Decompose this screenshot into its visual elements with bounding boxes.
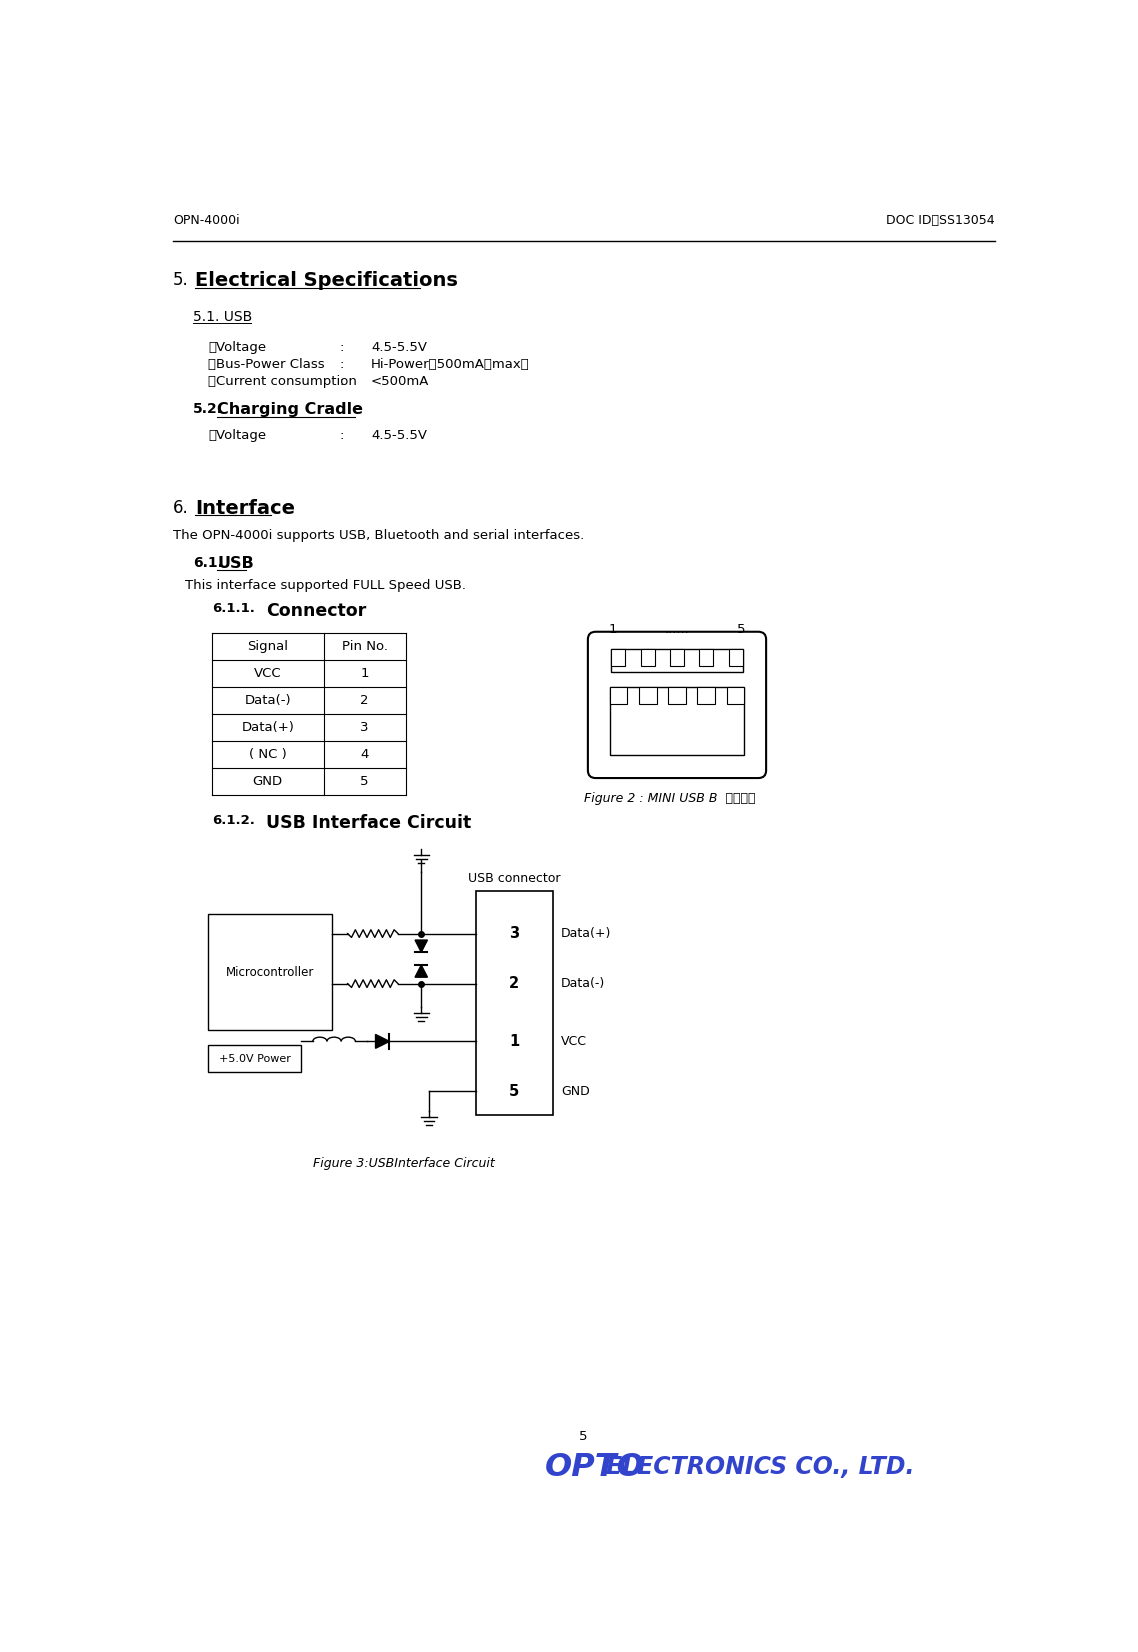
Text: OPTO: OPTO [545,1452,645,1483]
Text: ・Voltage: ・Voltage [208,430,266,443]
Text: 5.1. USB: 5.1. USB [192,311,251,324]
Text: Hi-Power（500mA　max）: Hi-Power（500mA max） [371,357,529,370]
Text: ・Bus-Power Class: ・Bus-Power Class [208,357,324,370]
Text: ELECTRONICS CO., LTD.: ELECTRONICS CO., LTD. [605,1455,914,1479]
Text: :: : [340,430,345,443]
Text: ( NC ): ( NC ) [249,748,287,760]
Bar [700,649,714,666]
Bar [476,890,553,1115]
Polygon shape [415,965,428,978]
Bar [610,687,744,755]
Text: Connector: Connector [266,603,366,621]
Text: 2: 2 [361,694,369,707]
Bar [208,914,332,1029]
Bar [611,649,625,666]
Bar [208,1046,302,1072]
Bar [668,687,686,704]
Text: 4: 4 [361,748,369,760]
Text: :: : [340,375,345,388]
Text: 6.1.: 6.1. [192,557,223,570]
Text: 2: 2 [509,976,519,991]
Text: The OPN-4000i supports USB, Bluetooth and serial interfaces.: The OPN-4000i supports USB, Bluetooth an… [173,529,585,542]
Text: 5: 5 [737,623,745,636]
Text: USB: USB [217,557,254,572]
Text: Charging Cradle: Charging Cradle [217,403,363,418]
Text: +5.0V Power: +5.0V Power [218,1054,290,1064]
Bar [726,687,744,704]
Text: 1: 1 [361,667,369,681]
Text: GND: GND [561,1085,589,1099]
Text: Interface: Interface [195,499,295,517]
Text: 4.5-5.5V: 4.5-5.5V [371,430,427,443]
Bar [641,649,654,666]
Polygon shape [415,940,428,952]
Text: Data(+): Data(+) [561,927,611,940]
Text: 5.: 5. [173,271,189,289]
Text: 6.1.1.: 6.1.1. [212,603,255,616]
Text: Electrical Specifications: Electrical Specifications [195,271,457,291]
Text: :: : [340,340,345,354]
Text: 5: 5 [509,1084,519,1099]
Text: VCC: VCC [561,1034,587,1047]
Text: 1: 1 [509,1034,519,1049]
Text: 3: 3 [361,720,369,733]
Bar [638,687,657,704]
Text: 4.5-5.5V: 4.5-5.5V [371,340,427,354]
Text: VCC: VCC [254,667,281,681]
Text: <500mA: <500mA [371,375,429,388]
Bar [610,687,627,704]
Text: 1: 1 [609,623,617,636]
Text: OPN-4000i: OPN-4000i [173,215,240,228]
Text: This interface supported FULL Speed USB.: This interface supported FULL Speed USB. [184,580,465,593]
Text: 5.2.: 5.2. [192,403,223,416]
Text: ......: ...... [665,623,690,636]
Bar [698,687,715,704]
Text: DOC ID：SS13054: DOC ID：SS13054 [887,215,995,228]
Text: GND: GND [253,775,283,788]
Text: Figure 2 : MINI USB B  コネクタ: Figure 2 : MINI USB B コネクタ [584,791,754,805]
Text: :: : [340,357,345,370]
Bar [670,649,684,666]
Text: Data(+): Data(+) [241,720,295,733]
Text: Microcontroller: Microcontroller [226,965,314,978]
Bar [611,649,743,672]
Text: 5: 5 [361,775,369,788]
Text: ・Current consumption: ・Current consumption [208,375,357,388]
Text: Signal: Signal [247,639,288,653]
Text: Data(-): Data(-) [245,694,291,707]
Text: ・Voltage: ・Voltage [208,340,266,354]
Text: USB Interface Circuit: USB Interface Circuit [266,814,471,833]
Text: 5: 5 [579,1431,587,1444]
Text: USB connector: USB connector [468,872,561,885]
Text: Data(-): Data(-) [561,976,605,990]
Text: 6.1.2.: 6.1.2. [212,814,255,828]
Text: Figure 3:USBInterface Circuit: Figure 3:USBInterface Circuit [313,1156,495,1170]
Bar [729,649,743,666]
Text: Pin No.: Pin No. [341,639,388,653]
Polygon shape [376,1034,389,1049]
Text: 3: 3 [509,927,519,942]
Text: 6.: 6. [173,499,189,517]
